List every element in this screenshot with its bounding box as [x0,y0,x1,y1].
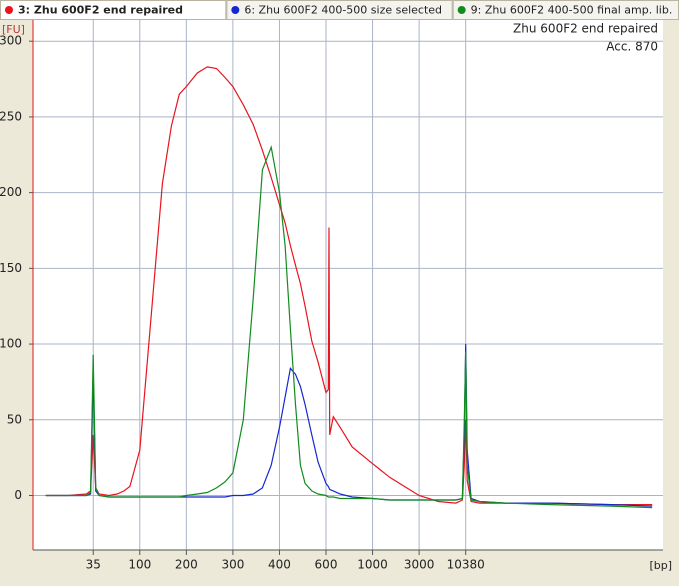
x-tick-label: 400 [268,558,291,572]
y-axis-label: [FU] [2,23,25,36]
x-tick-label: 100 [128,558,151,572]
x-tick-label: 3000 [404,558,435,572]
y-tick-label: 300 [0,34,22,48]
y-tick-label: 100 [0,337,22,351]
legend-swatch [5,6,13,14]
x-tick-label: 35 [86,558,101,572]
y-tick-label: 250 [0,109,22,123]
x-tick-label: 600 [315,558,338,572]
y-tick-label: 150 [0,261,22,275]
legend-swatch [457,6,466,14]
y-tick-label: 0 [14,488,22,502]
legend-swatch [231,6,240,14]
x-tick-label: 300 [221,558,244,572]
annotation: Zhu 600F2 end repaired [513,22,658,36]
y-tick-label: 50 [7,412,22,426]
plot-area [33,20,663,550]
series-line [45,145,653,509]
annotation: Acc. 870 [606,40,658,54]
series-line [45,66,653,506]
x-tick-label: 200 [175,558,198,572]
legend-label: 3: Zhu 600F2 end repaired [18,4,183,17]
x-tick-label: 10380 [447,558,485,572]
legend-label: 9: Zhu 600F2 400-500 final amp. lib. [471,4,673,17]
x-axis-label: [bp] [649,559,672,572]
legend-tab [226,0,453,20]
x-tick-label: 1000 [357,558,388,572]
y-tick-label: 200 [0,185,22,199]
legend-tab [0,0,227,20]
legend-label: 6: Zhu 600F2 400-500 size selected [244,4,442,17]
